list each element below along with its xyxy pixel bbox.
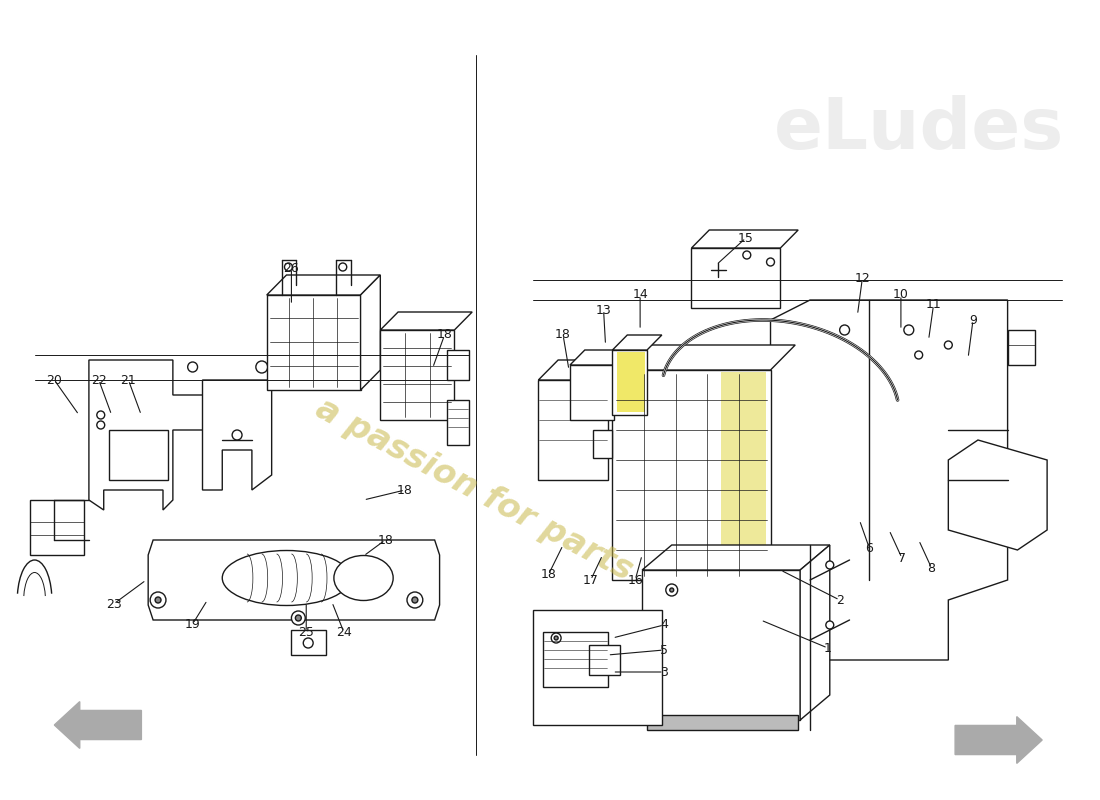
Polygon shape bbox=[570, 350, 629, 365]
Polygon shape bbox=[613, 335, 662, 350]
Text: 2: 2 bbox=[836, 594, 844, 606]
Polygon shape bbox=[955, 717, 1042, 763]
Polygon shape bbox=[647, 715, 799, 730]
FancyBboxPatch shape bbox=[692, 248, 780, 308]
Circle shape bbox=[554, 636, 558, 640]
Circle shape bbox=[407, 592, 422, 608]
Polygon shape bbox=[642, 570, 800, 720]
Circle shape bbox=[670, 588, 673, 592]
Ellipse shape bbox=[222, 550, 351, 606]
FancyBboxPatch shape bbox=[109, 430, 168, 480]
Circle shape bbox=[915, 351, 923, 359]
Ellipse shape bbox=[334, 555, 393, 601]
Circle shape bbox=[826, 561, 834, 569]
Polygon shape bbox=[770, 300, 1008, 660]
FancyBboxPatch shape bbox=[1008, 330, 1035, 365]
FancyBboxPatch shape bbox=[538, 380, 607, 480]
Text: 11: 11 bbox=[925, 298, 942, 311]
Polygon shape bbox=[148, 540, 440, 620]
Text: 10: 10 bbox=[893, 289, 909, 302]
Circle shape bbox=[97, 411, 104, 419]
Text: 1: 1 bbox=[824, 642, 832, 654]
Circle shape bbox=[232, 430, 242, 440]
Circle shape bbox=[411, 597, 418, 603]
FancyBboxPatch shape bbox=[381, 330, 454, 420]
Text: 18: 18 bbox=[437, 329, 452, 342]
Text: 7: 7 bbox=[898, 551, 906, 565]
Text: 19: 19 bbox=[185, 618, 200, 630]
Circle shape bbox=[151, 592, 166, 608]
Circle shape bbox=[904, 325, 914, 335]
FancyBboxPatch shape bbox=[448, 400, 470, 445]
Text: 25: 25 bbox=[298, 626, 315, 638]
FancyBboxPatch shape bbox=[613, 350, 647, 415]
Text: 20: 20 bbox=[46, 374, 63, 386]
Polygon shape bbox=[381, 312, 472, 330]
FancyBboxPatch shape bbox=[593, 430, 613, 458]
Text: 18: 18 bbox=[377, 534, 393, 546]
Polygon shape bbox=[642, 545, 829, 570]
Text: 17: 17 bbox=[583, 574, 598, 586]
Text: 9: 9 bbox=[969, 314, 977, 326]
Polygon shape bbox=[89, 360, 218, 510]
Text: 6: 6 bbox=[866, 542, 873, 554]
Circle shape bbox=[285, 263, 293, 271]
Circle shape bbox=[304, 638, 313, 648]
Text: 14: 14 bbox=[632, 289, 648, 302]
Text: 16: 16 bbox=[627, 574, 644, 586]
FancyBboxPatch shape bbox=[588, 645, 620, 675]
FancyBboxPatch shape bbox=[534, 610, 662, 725]
Text: 21: 21 bbox=[121, 374, 136, 386]
Text: 4: 4 bbox=[660, 618, 668, 631]
Polygon shape bbox=[800, 545, 829, 720]
Text: 15: 15 bbox=[738, 231, 754, 245]
Text: 3: 3 bbox=[660, 666, 668, 678]
Polygon shape bbox=[361, 275, 381, 390]
FancyBboxPatch shape bbox=[543, 632, 607, 687]
Circle shape bbox=[339, 263, 346, 271]
Text: 26: 26 bbox=[284, 262, 299, 274]
Polygon shape bbox=[692, 230, 799, 248]
Text: a passion for parts: a passion for parts bbox=[310, 392, 638, 588]
Text: 8: 8 bbox=[927, 562, 935, 574]
Text: 12: 12 bbox=[855, 271, 870, 285]
Circle shape bbox=[292, 611, 305, 625]
FancyBboxPatch shape bbox=[266, 295, 361, 390]
Circle shape bbox=[97, 421, 104, 429]
Polygon shape bbox=[54, 702, 142, 749]
Circle shape bbox=[155, 597, 161, 603]
Circle shape bbox=[839, 325, 849, 335]
FancyBboxPatch shape bbox=[292, 630, 326, 655]
Circle shape bbox=[256, 361, 267, 373]
Circle shape bbox=[945, 341, 953, 349]
Text: 23: 23 bbox=[106, 598, 121, 610]
Circle shape bbox=[666, 584, 678, 596]
Polygon shape bbox=[266, 275, 381, 295]
Circle shape bbox=[826, 621, 834, 629]
Polygon shape bbox=[202, 380, 272, 490]
Circle shape bbox=[551, 633, 561, 643]
Text: eLudes: eLudes bbox=[773, 95, 1064, 165]
FancyBboxPatch shape bbox=[613, 370, 770, 580]
Circle shape bbox=[296, 615, 301, 621]
FancyBboxPatch shape bbox=[617, 352, 645, 412]
Text: 18: 18 bbox=[556, 329, 571, 342]
Text: 13: 13 bbox=[596, 303, 612, 317]
Text: 24: 24 bbox=[336, 626, 352, 638]
Circle shape bbox=[767, 258, 774, 266]
Polygon shape bbox=[613, 345, 795, 370]
Circle shape bbox=[742, 251, 751, 259]
Text: 18: 18 bbox=[397, 483, 412, 497]
Polygon shape bbox=[538, 360, 627, 380]
FancyBboxPatch shape bbox=[30, 500, 84, 555]
FancyBboxPatch shape bbox=[722, 372, 766, 578]
FancyBboxPatch shape bbox=[570, 365, 615, 420]
Text: 18: 18 bbox=[540, 569, 557, 582]
Circle shape bbox=[188, 362, 198, 372]
Polygon shape bbox=[948, 440, 1047, 550]
Text: 22: 22 bbox=[91, 374, 107, 386]
FancyBboxPatch shape bbox=[448, 350, 470, 380]
Text: 5: 5 bbox=[660, 643, 668, 657]
